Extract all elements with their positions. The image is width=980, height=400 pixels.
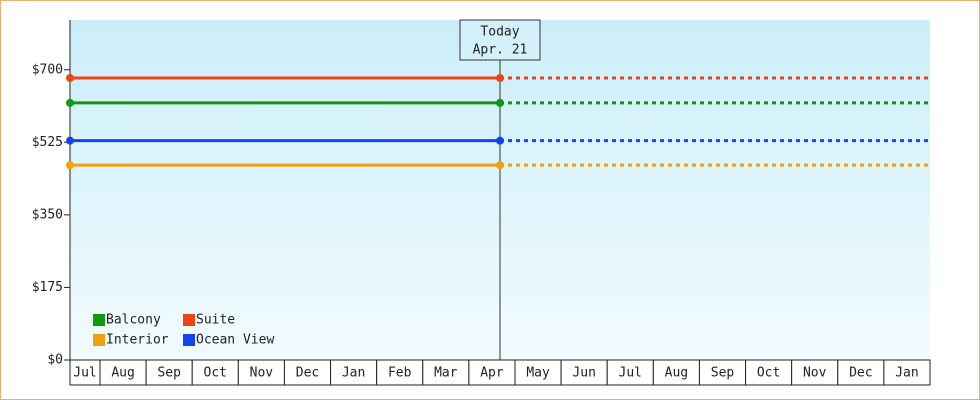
legend-label: Balcony (106, 313, 161, 328)
month-cell (652, 359, 700, 386)
x-tick-label: Mar (434, 366, 458, 381)
y-tick-label: $350 (32, 207, 63, 222)
month-cell (606, 359, 654, 386)
x-tick-label: Oct (204, 366, 227, 381)
series-point (496, 136, 504, 145)
month-cell (99, 359, 147, 386)
y-tick-label: $525 (32, 135, 63, 150)
month-cell (883, 359, 931, 386)
month-cell (376, 359, 424, 386)
series-point (66, 136, 74, 145)
month-cell (237, 359, 285, 386)
legend-label: Interior (106, 333, 169, 348)
x-tick-label: Dec (849, 366, 872, 381)
x-tick-label: Dec (296, 366, 319, 381)
legend-swatch (93, 334, 105, 346)
legend-label: Suite (196, 313, 235, 328)
series-point (66, 98, 74, 107)
x-tick-label: Jun (572, 366, 595, 381)
x-tick-label: Aug (111, 366, 134, 381)
x-tick-label: Aug (665, 366, 688, 381)
month-cell (698, 359, 747, 386)
series-point (496, 74, 504, 83)
x-tick-label: Jan (342, 366, 365, 381)
legend-label: Ocean View (196, 333, 274, 348)
month-cell (69, 359, 101, 386)
month-cell (330, 359, 378, 386)
month-cell (191, 359, 239, 386)
series-point (66, 161, 74, 170)
x-tick-label: Jul (73, 366, 96, 381)
month-cell (791, 359, 839, 386)
y-tick-label: $0 (47, 353, 63, 368)
x-tick-label: Feb (388, 366, 412, 381)
series-point (496, 161, 504, 170)
legend-swatch (93, 314, 105, 326)
month-cell (422, 359, 470, 386)
series-point (66, 74, 74, 83)
y-tick-label: $175 (32, 280, 63, 295)
series-point (496, 98, 504, 107)
x-tick-label: Sep (157, 366, 181, 381)
today-date: Apr. 21 (473, 43, 528, 58)
month-cell (468, 359, 516, 386)
x-tick-label: Oct (757, 366, 780, 381)
today-label: Today (480, 25, 519, 40)
month-cell (837, 359, 885, 386)
x-tick-label: Jan (895, 366, 918, 381)
x-tick-label: Apr (480, 366, 504, 381)
x-tick-label: Jul (619, 366, 642, 381)
month-cell (560, 359, 608, 386)
month-cell (145, 359, 193, 386)
y-tick-label: $700 (32, 62, 63, 77)
today-box (459, 19, 541, 61)
x-tick-label: Nov (803, 366, 827, 381)
x-tick-label: May (526, 366, 550, 381)
month-cell (283, 359, 332, 386)
legend-swatch (183, 334, 195, 346)
legend-swatch (183, 314, 195, 326)
x-tick-label: Sep (711, 366, 735, 381)
x-tick-label: Nov (250, 366, 274, 381)
month-cell (745, 359, 793, 386)
